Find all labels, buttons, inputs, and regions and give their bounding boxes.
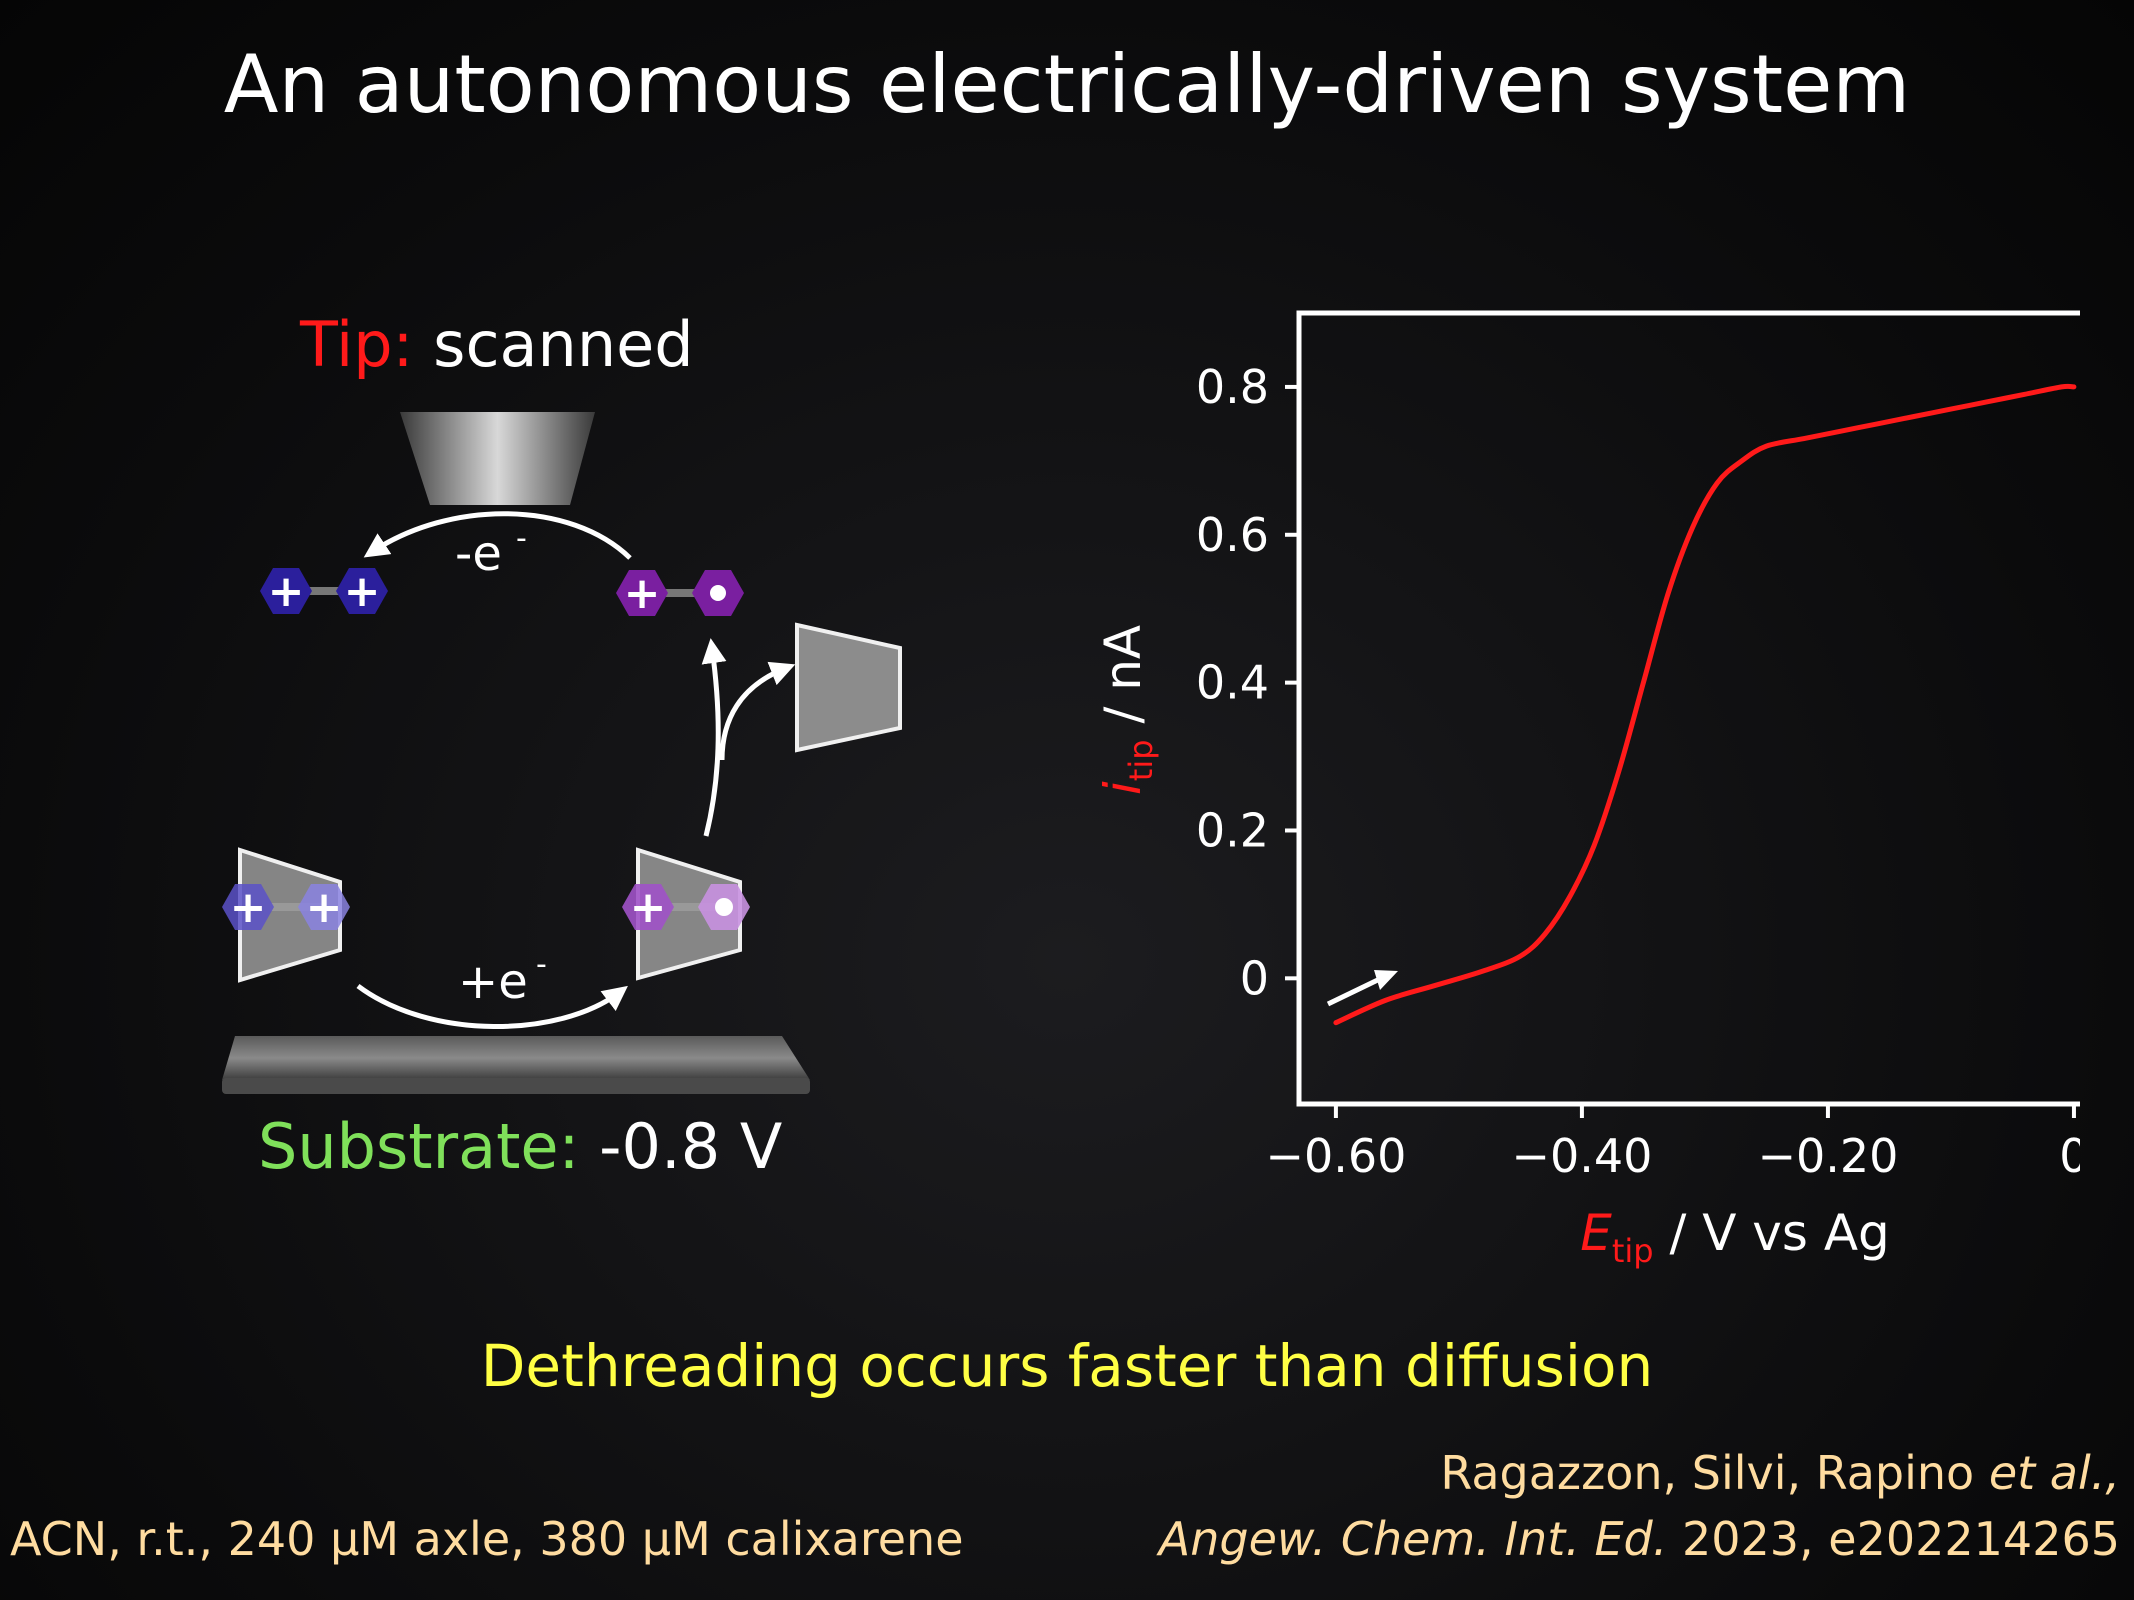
y-tick-label: 0.8	[1196, 360, 1269, 414]
dethreading-arrow-side	[719, 661, 796, 761]
tip-label-value: scanned	[433, 308, 694, 381]
calixarene-ring-icon	[238, 847, 342, 983]
series-line	[1333, 383, 2077, 1026]
reduction-label-superscript: -	[536, 947, 547, 982]
oxidation-label-superscript: -	[516, 521, 527, 556]
y-axis-label-rest: / nA	[1094, 625, 1152, 740]
y-tick-label: 0.2	[1196, 803, 1269, 857]
x-tick-label: −0.60	[1265, 1129, 1406, 1183]
x-tick-label: 0	[2059, 1129, 2080, 1183]
x-axis-label-sub: tip	[1612, 1232, 1654, 1270]
citation-authors-main: Ragazzon, Silvi, Rapino	[1440, 1446, 1975, 1500]
citation-journal: Angew. Chem. Int. Ed. 2023, e202214265	[1159, 1512, 2120, 1566]
x-axis-label-rest: / V vs Ag	[1654, 1204, 1890, 1262]
y-axis-label-sub: tip	[1122, 739, 1160, 781]
conclusion-text: Dethreading occurs faster than diffusion	[480, 1332, 1654, 1400]
reduced-complex-icon: +	[622, 847, 750, 981]
x-tick-label: −0.40	[1511, 1129, 1652, 1183]
reduction-label: +e	[458, 954, 528, 1010]
voltammogram-chart: −0.60 −0.40 −0.20 0 0 0.2 0.4 0.6 0.8 Etip / V …	[1094, 310, 2080, 1270]
charge-plus-icon: +	[306, 882, 343, 933]
calixarene-ring-icon	[636, 847, 742, 981]
y-tick-label: 0	[1240, 951, 1269, 1005]
radical-axle-icon: +	[616, 568, 744, 619]
sweep-direction-arrow	[1326, 970, 1398, 1007]
charge-plus-icon: +	[344, 566, 381, 617]
radical-dot-icon	[715, 898, 733, 916]
redox-cycle-scheme: + + + -e - + + +	[222, 412, 902, 1094]
y-tick-label: 0.4	[1196, 656, 1269, 710]
slide-title: An autonomous electrically-driven system	[223, 38, 1911, 131]
x-axis-ticks: −0.60 −0.40 −0.20 0	[1265, 1104, 2080, 1183]
substrate-electrode-icon	[222, 1036, 810, 1080]
substrate-edge	[222, 1078, 810, 1094]
y-axis-label-main: i	[1094, 781, 1152, 795]
reduction-arrow	[356, 983, 628, 1029]
substrate-label-value: -0.8 V	[599, 1110, 783, 1183]
citation-year-id: 2023, e202214265	[1681, 1512, 2120, 1566]
charge-plus-icon: +	[630, 882, 667, 933]
radical-dot-icon	[710, 585, 726, 601]
y-axis-ticks: 0 0.2 0.4 0.6 0.8	[1196, 360, 1299, 1005]
oxidized-axle-icon: + +	[260, 566, 388, 617]
free-calixarene-ring-icon	[795, 622, 902, 753]
substrate-label: Substrate: -0.8 V	[258, 1110, 782, 1183]
y-axis-label: itip / nA	[1094, 625, 1160, 795]
oxidation-label: -e	[455, 526, 502, 582]
dethreading-arrow-up	[701, 638, 727, 837]
x-axis-label-main: E	[1580, 1204, 1612, 1262]
plot-frame	[1296, 310, 2080, 1107]
substrate-label-prefix: Substrate:	[258, 1110, 580, 1183]
charge-plus-icon: +	[230, 882, 267, 933]
x-axis-label: Etip / V vs Ag	[1580, 1204, 1890, 1270]
x-tick-label: −0.20	[1757, 1129, 1898, 1183]
citation-journal-name: Angew. Chem. Int. Ed.	[1158, 1512, 1668, 1566]
y-tick-label: 0.6	[1196, 508, 1269, 562]
tip-label: Tip: scanned	[300, 308, 694, 381]
citation-authors: Ragazzon, Silvi, Rapino et al.,	[1440, 1446, 2120, 1500]
tip-electrode-icon	[400, 412, 595, 505]
tip-label-prefix: Tip:	[300, 308, 414, 381]
charge-plus-icon: +	[268, 566, 305, 617]
oxidation-arrow	[363, 511, 632, 560]
charge-plus-icon: +	[624, 568, 661, 619]
threaded-complex-icon: + +	[222, 847, 350, 983]
citation-authors-etal: et al.,	[1988, 1446, 2120, 1500]
experimental-conditions: ACN, r.t., 240 μM axle, 380 μM calixaren…	[10, 1512, 964, 1566]
